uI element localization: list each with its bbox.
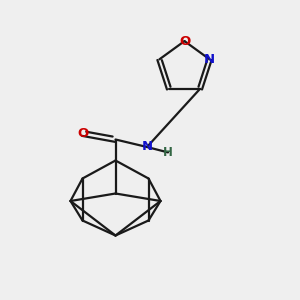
Text: H: H [163,146,173,159]
Text: O: O [77,127,88,140]
Text: N: N [141,140,153,154]
Text: N: N [204,53,215,66]
Text: O: O [179,34,190,48]
